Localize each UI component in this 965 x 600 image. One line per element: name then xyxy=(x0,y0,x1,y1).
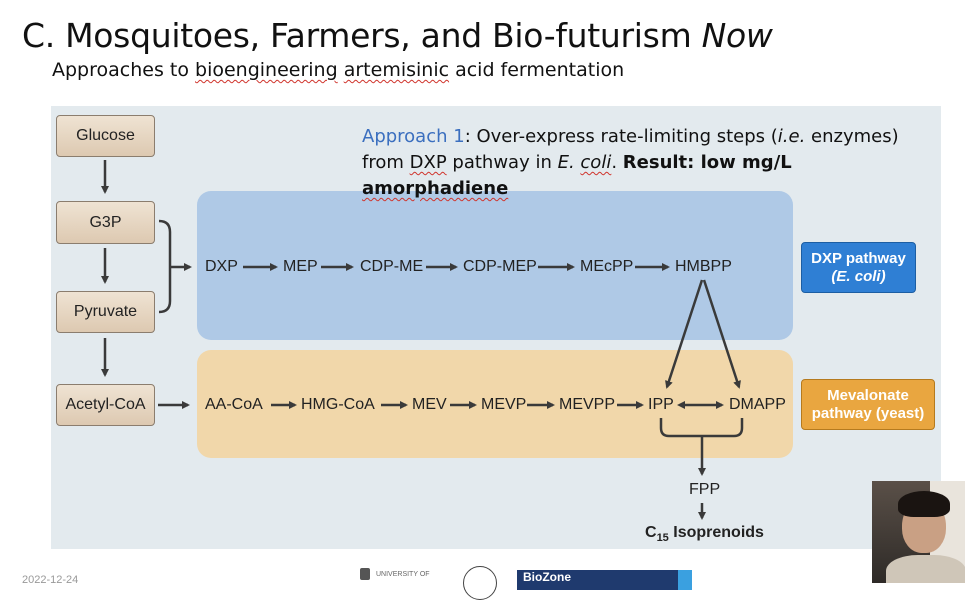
subtitle-word-artemisinic: artemisinic xyxy=(343,59,450,81)
approach-result: Result: low mg/L xyxy=(622,152,792,173)
mev-step-dmapp: DMAPP xyxy=(729,396,786,413)
mev-badge-line1: Mevalonate xyxy=(827,386,909,404)
university-logo-text: UNIVERSITY OF xyxy=(376,570,430,578)
dxp-step-hmbpp: HMBPP xyxy=(675,258,732,275)
node-pyruvate: Pyruvate xyxy=(56,291,155,333)
biozone-logo: BioZone xyxy=(517,570,692,590)
dxp-step-cdp-mep: CDP-MEP xyxy=(463,258,537,275)
c15-rest: Isoprenoids xyxy=(668,524,764,541)
approach-label: Approach 1 xyxy=(362,126,465,147)
approach-description: Approach 1: Over-express rate-limiting s… xyxy=(362,124,922,202)
node-acetyl-coa: Acetyl-CoA xyxy=(56,384,155,426)
slide-title: C. Mosquitoes, Farmers, and Bio-futurism… xyxy=(22,16,773,55)
mev-step-mev: MEV xyxy=(412,396,447,413)
mev-step-mevp: MEVP xyxy=(481,396,527,413)
dxp-step-mecpp: MEcPP xyxy=(580,258,634,275)
mev-step-hmg-coa: HMG-CoA xyxy=(301,396,375,413)
dxp-step-dxp: DXP xyxy=(205,258,238,275)
approach-text-c: pathway in xyxy=(446,152,558,173)
approach-dot: . xyxy=(611,152,623,173)
subtitle-post: acid fermentation xyxy=(449,59,625,81)
subtitle-pre: Approaches to xyxy=(52,59,196,81)
product-c15-isoprenoids: C15 Isoprenoids xyxy=(645,524,764,544)
node-glucose: Glucose xyxy=(56,115,155,157)
dxp-badge-line1: DXP pathway xyxy=(811,249,906,267)
webcam-person-shirt xyxy=(886,555,965,583)
pathway-arrows xyxy=(101,160,744,520)
webcam-video xyxy=(872,481,965,583)
mev-step-ipp: IPP xyxy=(648,396,674,413)
bracket-ipp-dmapp xyxy=(659,418,744,438)
product-fpp: FPP xyxy=(689,481,721,498)
approach-text-b: enzymes) from xyxy=(362,126,899,173)
dxp-step-mep: MEP xyxy=(283,258,318,275)
mev-badge-line2: pathway (yeast) xyxy=(811,404,925,422)
slide-subtitle: Approaches to bioengineering artemisinic… xyxy=(52,59,624,81)
node-g3p: G3P xyxy=(56,201,155,244)
footer-date: 2022-12-24 xyxy=(22,574,79,586)
c15-c: C xyxy=(645,524,657,541)
mev-step-mevpp: MEVPP xyxy=(559,396,616,413)
approach-text-a: : Over-express rate-limiting steps ( xyxy=(464,126,778,147)
arrow-hmbpp-dmapp xyxy=(702,279,741,389)
university-logo: UNIVERSITY OF xyxy=(360,568,430,580)
webcam-person-hair xyxy=(898,491,950,517)
dxp-pathway-badge: DXP pathway (E. coli) xyxy=(801,242,916,293)
subtitle-word-bioengineering: bioengineering xyxy=(195,59,338,81)
mevalonate-pathway-badge: Mevalonate pathway (yeast) xyxy=(801,379,935,430)
seal-logo xyxy=(463,566,497,600)
approach-ecoli-e: E. xyxy=(557,152,581,173)
approach-ie: i.e. xyxy=(777,126,806,147)
title-text: C. Mosquitoes, Farmers, and Bio-futurism xyxy=(22,16,702,55)
dxp-step-cdp-me: CDP-ME xyxy=(360,258,424,275)
dxp-badge-line2: (E. coli) xyxy=(831,267,886,285)
approach-ecoli-coli: coli xyxy=(580,152,612,173)
title-italic: Now xyxy=(701,16,773,55)
arrow-hmbpp-ipp xyxy=(665,279,704,389)
dxp-pathway-region xyxy=(197,191,793,340)
mev-step-aa-coa: AA-CoA xyxy=(205,396,263,413)
bracket-g3p-pyruvate xyxy=(158,219,172,314)
approach-dxp: DXP xyxy=(409,152,447,173)
approach-result-word: amorphadiene xyxy=(362,178,509,199)
c15-subscript: 15 xyxy=(656,532,669,545)
